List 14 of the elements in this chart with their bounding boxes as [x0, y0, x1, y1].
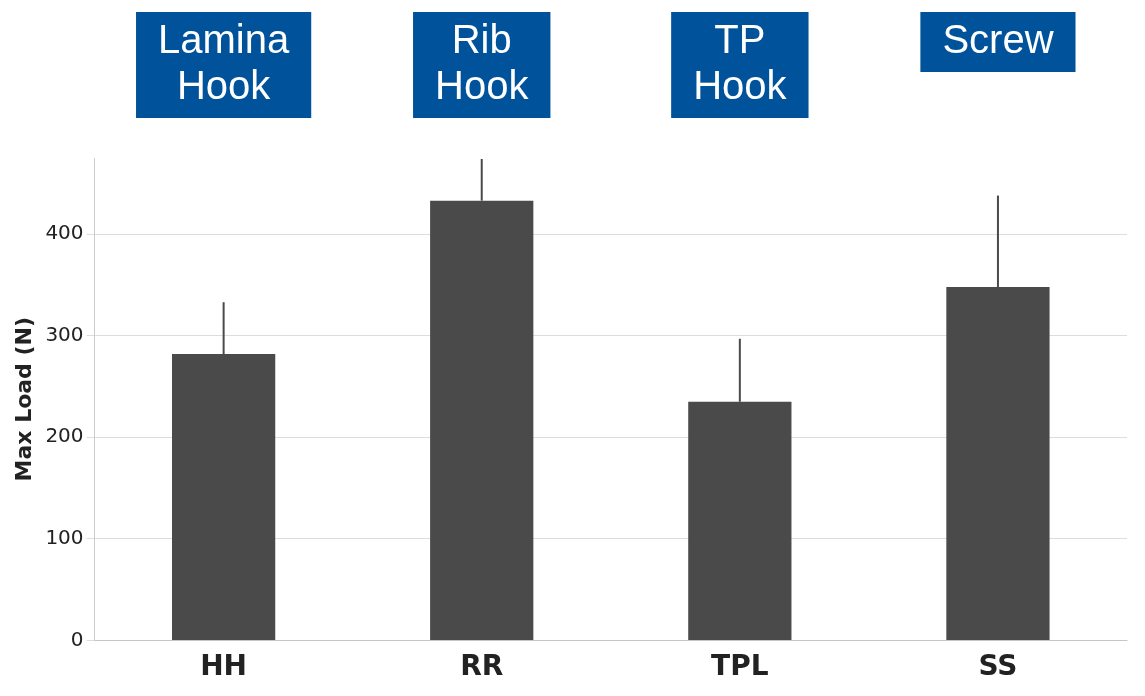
y-tick-label: 200 [45, 423, 84, 448]
x-tick-label: RR [460, 649, 504, 683]
y-tick-label: 400 [45, 220, 84, 245]
text: Screw [942, 17, 1054, 62]
y-axis-title: Max Load (N) [10, 316, 36, 482]
y-tick-label: 0 [70, 626, 84, 651]
text: Lamina Hook [158, 17, 290, 108]
x-tick-label: TPL [711, 649, 769, 683]
y-tick-label: 300 [45, 321, 84, 346]
y-tick-label: 100 [45, 525, 84, 550]
text: TP Hook [693, 17, 788, 108]
x-tick-label: HH [200, 649, 248, 683]
x-tick-label: SS [978, 649, 1018, 683]
text: Rib Hook [435, 17, 530, 108]
